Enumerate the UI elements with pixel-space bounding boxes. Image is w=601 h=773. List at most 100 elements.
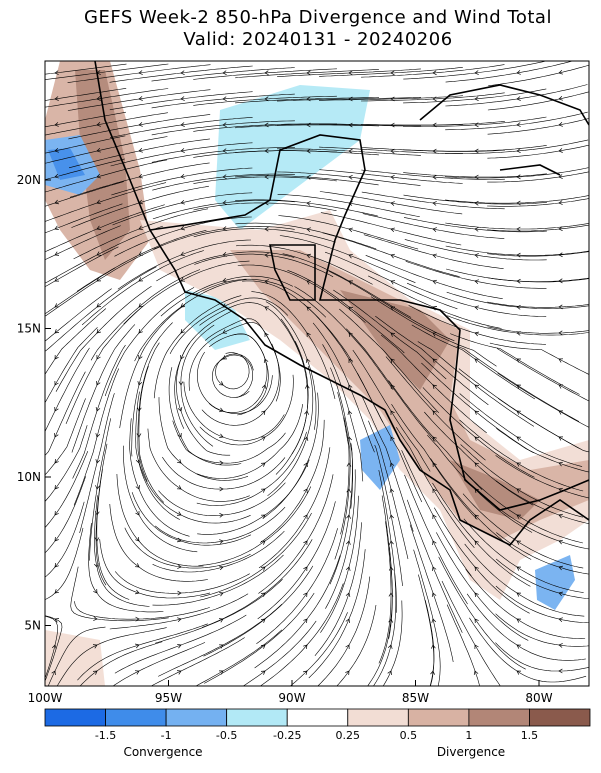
stream-arrow [303, 670, 308, 675]
colorbar-box [226, 708, 288, 727]
streamline [45, 203, 123, 234]
stream-arrow [180, 277, 186, 282]
colorbar-label: -0.5 [216, 729, 237, 742]
stream-arrow [474, 410, 480, 415]
stream-arrow [96, 173, 101, 179]
stream-arrow [180, 251, 185, 257]
stream-arrow [306, 280, 312, 285]
streamline [373, 573, 397, 686]
streamline [487, 277, 589, 282]
streamline [45, 327, 98, 404]
stream-arrow [260, 644, 266, 649]
streamline [487, 118, 589, 135]
stream-arrow [222, 96, 227, 102]
stream-arrow [474, 384, 480, 389]
stream-arrow [51, 670, 56, 676]
stream-arrow [222, 329, 228, 334]
stream-arrow [219, 407, 224, 413]
streamline [498, 398, 589, 453]
stream-arrow [138, 70, 143, 75]
title: GEFS Week-2 850-hPa Divergence and Wind … [84, 7, 552, 28]
stream-arrow [474, 618, 479, 624]
stream-arrow [474, 514, 479, 519]
axes: 100W 95W 90W 85W 80W 20N 15N 10N 5N [17, 173, 553, 705]
stream-arrow [474, 122, 479, 128]
stream-arrow [558, 617, 563, 623]
map-frame [44, 60, 590, 687]
stream-arrow [264, 252, 269, 258]
stream-arrow [390, 70, 395, 76]
stream-arrow [180, 199, 185, 205]
shade-convergence [48, 148, 85, 180]
streamline [336, 604, 377, 686]
stream-arrow [432, 384, 437, 389]
stream-arrow [558, 461, 563, 467]
stream-arrow [432, 436, 437, 441]
streamline [45, 63, 169, 80]
stream-arrow [138, 173, 143, 179]
stream-arrow [135, 589, 140, 595]
stream-arrow [389, 540, 394, 545]
stream-arrow [95, 433, 101, 438]
stream-arrow [54, 618, 60, 623]
stream-arrow [177, 617, 182, 623]
divergence-label: Divergence [437, 745, 505, 759]
x-tick-label: 85W [402, 691, 429, 705]
stream-arrow [432, 488, 437, 493]
stream-arrow [95, 485, 100, 490]
stream-arrow [432, 514, 437, 520]
stream-arrow [93, 616, 98, 621]
stream-arrow [264, 122, 269, 128]
stream-arrow [96, 122, 101, 127]
stream-arrow [177, 643, 182, 649]
streamline [446, 604, 480, 686]
stream-arrow [305, 358, 311, 363]
streamline [45, 158, 125, 180]
streamline [195, 629, 283, 686]
stream-arrow [348, 306, 354, 311]
streamline [45, 225, 121, 261]
stream-arrow [348, 227, 353, 233]
stream-arrow [432, 201, 437, 206]
stream-arrow [303, 488, 308, 494]
y-tick-label: 5N [24, 619, 41, 633]
stream-arrow [558, 278, 563, 284]
stream-arrow [180, 122, 185, 127]
stream-arrow [218, 618, 224, 623]
stream-arrow [135, 643, 140, 649]
stream-arrow [558, 148, 563, 153]
stream-arrow [431, 592, 437, 597]
streamline [487, 301, 589, 308]
stream-arrow [264, 279, 269, 284]
streamline [487, 144, 589, 159]
stream-arrow [474, 226, 479, 232]
stream-arrow [218, 644, 224, 649]
coastline [499, 164, 561, 176]
stream-arrow [432, 358, 437, 363]
streamline [45, 159, 167, 193]
stream-arrow [474, 592, 479, 598]
colorbar-label: 1.5 [521, 729, 539, 742]
stream-arrow [348, 253, 353, 259]
stream-arrow [558, 513, 563, 519]
stream-arrow [306, 70, 311, 76]
stream-arrow [54, 173, 59, 179]
stream-arrow [96, 303, 102, 308]
stream-arrow [260, 514, 266, 519]
stream-arrow [558, 565, 563, 571]
stream-arrow [94, 563, 99, 568]
stream-arrow [432, 566, 437, 572]
stream-arrow [516, 122, 521, 127]
stream-arrow [348, 332, 353, 337]
stream-arrow [264, 70, 269, 76]
stream-arrow [54, 380, 59, 386]
coastline [419, 84, 589, 126]
stream-arrow [516, 592, 522, 597]
stream-arrow [303, 540, 308, 546]
streamline [317, 576, 371, 686]
streamline [45, 398, 86, 476]
stream-arrow [390, 253, 395, 259]
stream-arrow [388, 618, 394, 623]
colorbar-box [407, 708, 470, 727]
stream-arrow [558, 358, 564, 363]
